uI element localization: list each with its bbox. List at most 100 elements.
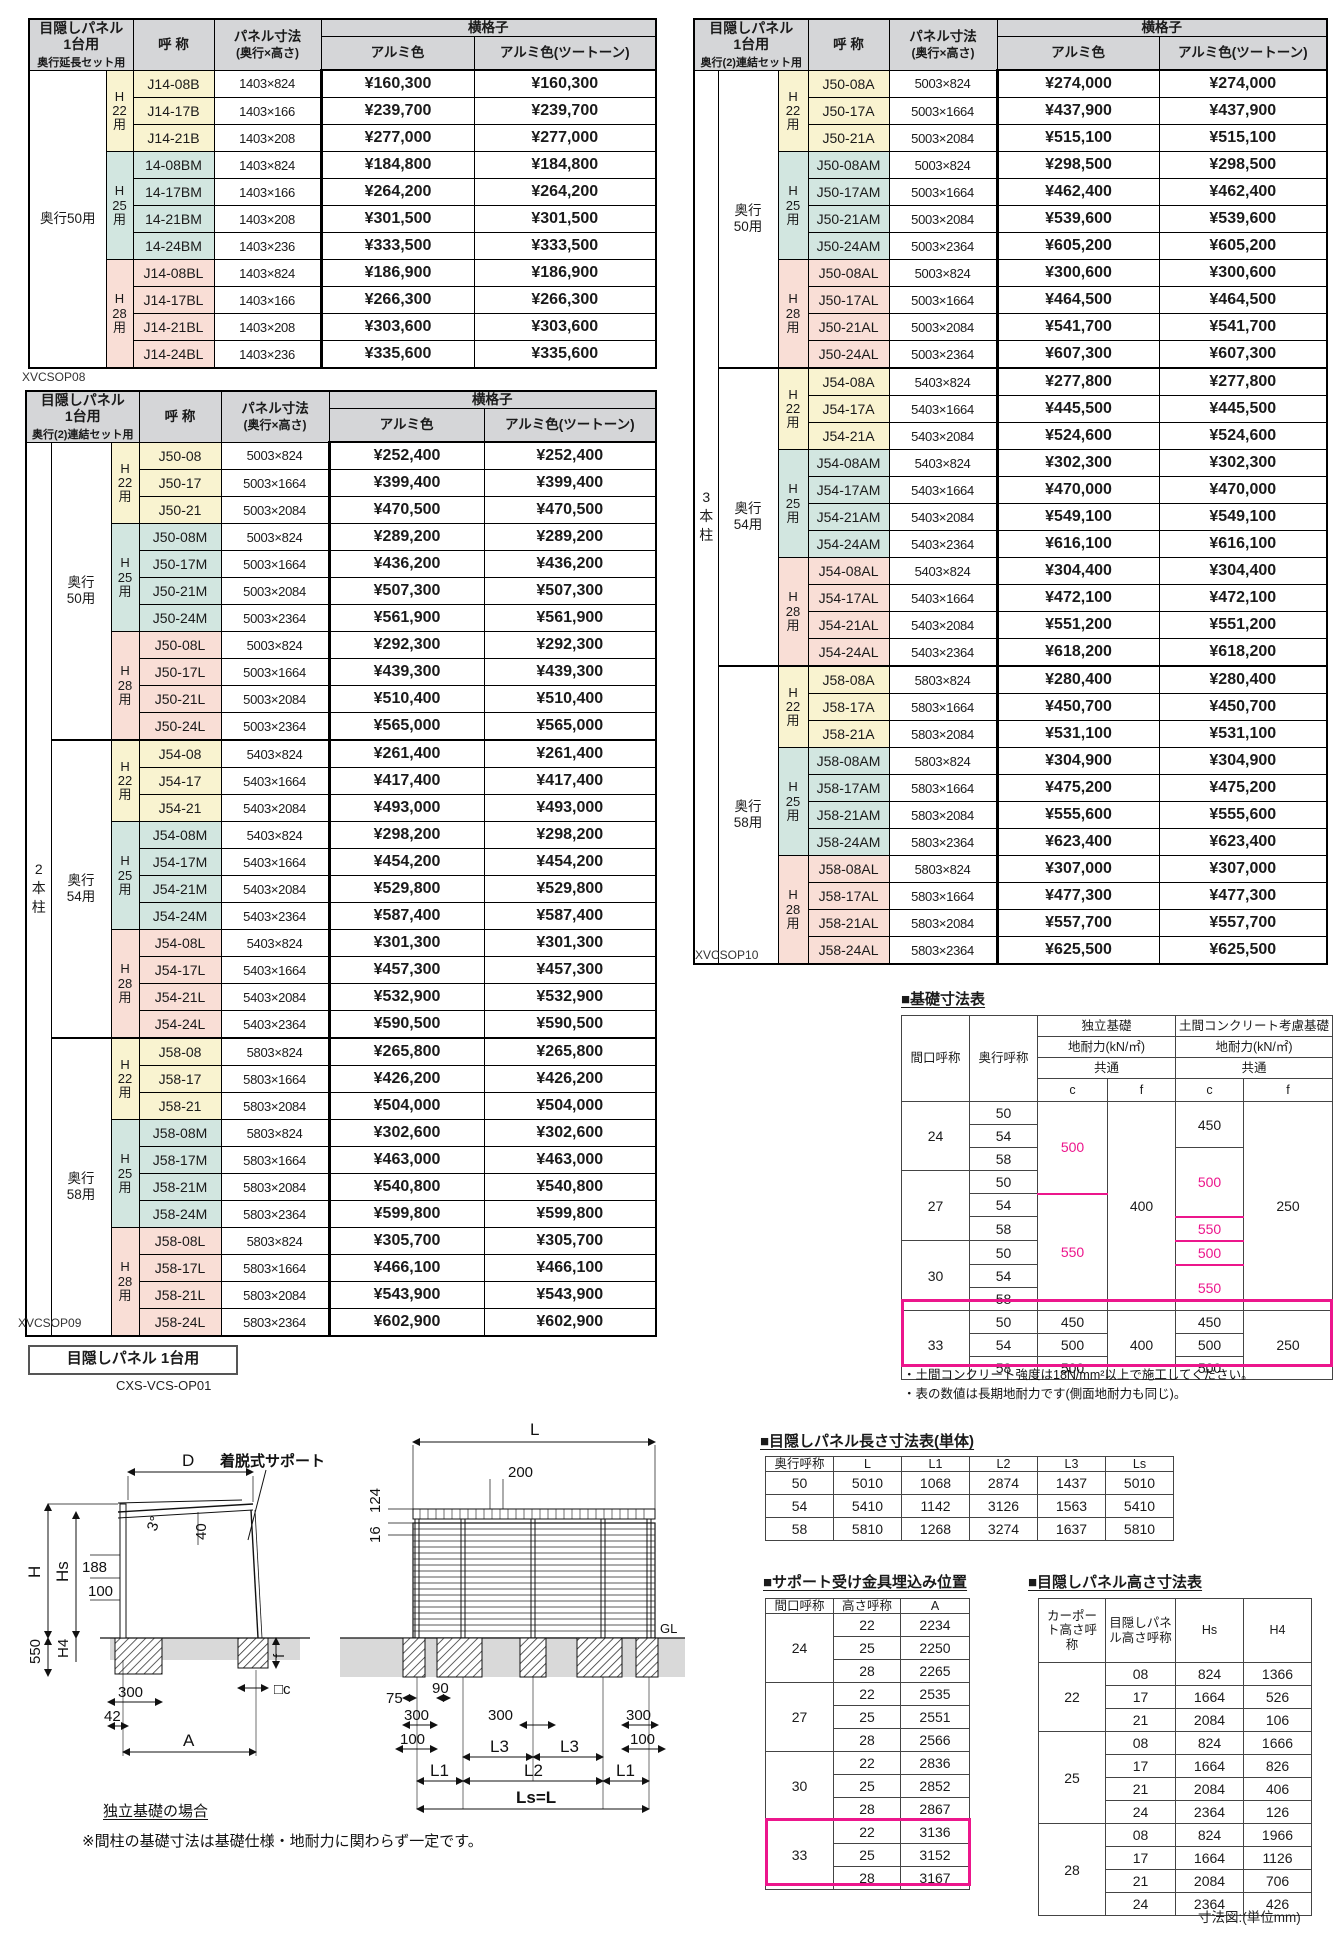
price-two-tone: ¥277,000 [473,124,657,153]
code-label-xvcsop08: XVCSOP08 [22,370,86,384]
product-row: J58-21A 5803×2084 ¥531,100 ¥531,100 [694,720,1328,749]
price-two-tone: ¥466,100 [483,1254,657,1283]
dimension-value: 1142 [901,1494,970,1519]
price-alumi: ¥274,000 [995,69,1160,99]
dimension-value: 426 [1243,1892,1312,1916]
price-two-tone: ¥239,700 [473,97,657,126]
product-name: J14-21BL [132,313,215,342]
product-name: J54-21 [138,794,222,823]
price-alumi: ¥302,600 [327,1119,485,1148]
product-name: J54-17A [807,395,890,424]
model-code-label: CXS-VCS-OP01 [116,1378,212,1393]
dim-A: A [183,1731,195,1750]
product-row: J54-21AL 5403×2084 ¥551,200 ¥551,200 [694,611,1328,640]
price-alumi: ¥532,900 [327,983,485,1012]
dimension-value: 25 [833,1843,901,1868]
price-two-tone: ¥445,500 [1158,395,1328,424]
panel-size: 5803×2084 [888,801,998,830]
panel-size: 5803×1664 [888,882,998,911]
product-row: J50-17A 5003×1664 ¥437,900 ¥437,900 [694,97,1328,126]
height-group-label: H 22 用 [777,69,809,153]
product-name: J58-17L [138,1254,222,1283]
height-group-label: H 25 用 [777,449,809,559]
price-two-tone: ¥470,000 [1158,476,1328,505]
panel-size: 5803×2364 [888,828,998,857]
price-two-tone: ¥555,600 [1158,801,1328,830]
product-row: J50-21AM 5003×2084 ¥539,600 ¥539,600 [694,205,1328,234]
data-row: 30 22 2836 [765,1751,970,1822]
price-two-tone: ¥436,200 [483,550,657,579]
dimension-value: 2852 [900,1774,970,1799]
dimension-value: 5010 [1105,1471,1174,1496]
price-two-tone: ¥540,800 [483,1173,657,1202]
dim-75: 75 [386,1690,403,1707]
price-two-tone: ¥472,100 [1158,584,1328,613]
header-row: アルミ色 アルミ色(ツートーン) [26,407,657,444]
unit-note-label: 寸法図:(単位mm) [1198,1910,1301,1925]
price-alumi: ¥252,400 [327,441,485,471]
height-group-label: H 28 用 [110,1227,140,1337]
gl-label: GL [660,1621,677,1636]
price-two-tone: ¥605,200 [1158,232,1328,261]
price-two-tone: ¥261,400 [483,739,657,769]
product-name: J54-24M [138,902,222,931]
dimension-value: 54 [969,1124,1038,1148]
panel-size: 5003×1664 [888,286,998,315]
length-table-title: ■目隠しパネル長さ寸法表(単体) [760,1433,975,1450]
data-row: 33 22 3136 [765,1820,970,1891]
product-row: J54-24AM 5403×2364 ¥616,100 ¥616,100 [694,530,1328,559]
product-name: J58-08AM [807,747,890,776]
col-header-f: f [1243,1078,1334,1102]
dim-124: 124 [367,1488,384,1513]
col-header-size: パネル寸法 (奥行×高さ) [888,18,998,71]
dimension-value: 826 [1243,1754,1312,1778]
height-table: カーポート高さ呼称 目隠しパネル高さ呼称 Hs H4 22 08 824 1366 17 1664… [1038,1598,1312,1916]
dim-300: 300 [118,1684,143,1701]
col-header-size: パネル寸法 (奥行×高さ) [213,18,322,71]
col-header: 高さ呼称 [833,1597,901,1615]
product-name: J58-17A [807,693,890,722]
panel-size: 5003×2084 [888,205,998,234]
panel-size: 5803×2084 [220,1281,330,1310]
product-name: J58-17 [138,1065,222,1094]
price-alumi: ¥531,100 [995,720,1160,749]
price-alumi: ¥590,500 [327,1010,485,1039]
foundation-block-right [237,1637,269,1669]
dimension-value: 2535 [900,1682,970,1707]
dimension-value: 28 [833,1728,901,1753]
dimension-value: 1366 [1243,1662,1312,1686]
panel-size: 1403×824 [213,151,322,180]
panel-length-table: 奥行呼称 L L1 L2 L3 Ls 50 5010 1068 2874 1437 5010 54 541… [765,1455,1174,1542]
dimension-value: 1664 [1175,1685,1244,1709]
dimension-value: 58 [969,1147,1038,1171]
panel-size: 1403×208 [213,205,322,234]
height-group-label: H 25 用 [777,747,809,857]
price-two-tone: ¥616,100 [1158,530,1328,559]
product-row: J54-21L 5403×2084 ¥532,900 ¥532,900 [26,983,657,1012]
col-header-price2: アルミ色(ツートーン) [1158,35,1328,72]
louver-slats [413,1528,655,1632]
front-view-diagram: L 200 124 16 GL 75 90 300 100 300 [340,1420,685,1813]
depth-group-label: 奥行 54用 [50,739,112,1039]
price-alumi: ¥475,200 [995,774,1160,803]
roof-line2 [117,1509,254,1519]
data-row: 28 3167 [766,1866,970,1891]
col-header: 奥行呼称 [765,1455,834,1473]
data-row: 24 50 500 400 450 250 [901,1101,1334,1311]
price-alumi: ¥524,600 [995,422,1160,451]
col-header: Hs [1175,1598,1244,1663]
dimension-value: 250 [1243,1101,1334,1311]
price-two-tone: ¥504,000 [483,1092,657,1121]
dimension-value: 2084 [1175,1777,1244,1801]
panel-size: 5403×824 [220,821,330,850]
dimension-value: 25 [833,1705,901,1730]
dim-L: L [530,1420,539,1439]
height-table-title: ■目隠しパネル高さ寸法表 [1028,1574,1203,1591]
product-name: J14-08BL [132,259,215,288]
dimension-value: 54 [969,1193,1038,1217]
price-alumi: ¥540,800 [327,1173,485,1202]
product-row: J54-17AM 5403×1664 ¥470,000 ¥470,000 [694,476,1328,505]
dim-left-100: 100 [400,1731,425,1748]
product-name: J54-24L [138,1010,222,1039]
dimension-value: 50 [765,1471,834,1496]
